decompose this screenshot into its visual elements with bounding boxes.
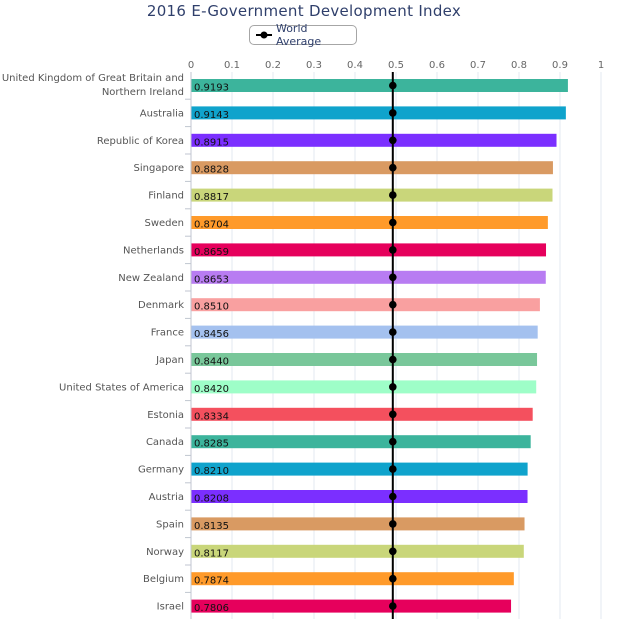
category-label: Netherlands — [123, 245, 184, 256]
data-label: 0.8704 — [194, 220, 229, 231]
category-label: Spain — [156, 519, 184, 530]
x-tick-label: 0.1 — [224, 60, 240, 71]
world-average-marker[interactable] — [389, 465, 397, 473]
bar[interactable] — [191, 216, 548, 229]
bar[interactable] — [191, 517, 525, 531]
bar[interactable] — [191, 325, 538, 339]
world-average-marker[interactable] — [389, 163, 397, 172]
world-average-marker[interactable] — [389, 437, 397, 446]
data-label: 0.8440 — [194, 357, 229, 368]
world-average-marker[interactable] — [389, 81, 397, 90]
world-average-marker[interactable] — [389, 273, 397, 282]
category-label: Germany — [138, 465, 184, 476]
bar[interactable] — [191, 188, 553, 202]
x-tick-label: 0.2 — [265, 60, 281, 71]
world-average-marker[interactable] — [389, 410, 397, 419]
x-tick-label: 0.3 — [306, 60, 322, 71]
category-label: Israel — [157, 602, 184, 613]
world-average-marker[interactable] — [389, 383, 397, 391]
category-label: Republic of Korea — [97, 136, 184, 147]
x-tick-label: 0.6 — [429, 60, 445, 71]
category-label: Denmark — [138, 300, 184, 311]
category-label: Canada — [146, 437, 184, 448]
legend-world-average[interactable]: World Average — [249, 22, 357, 48]
x-tick-label: 0.4 — [347, 60, 363, 71]
category-label: Estonia — [147, 410, 184, 421]
data-label: 0.8420 — [194, 384, 229, 395]
bar[interactable] — [191, 270, 546, 284]
world-average-marker[interactable] — [389, 300, 397, 309]
category-label: Norway — [146, 547, 184, 558]
world-average-marker[interactable] — [389, 520, 397, 528]
x-tick-label: 0.7 — [470, 60, 486, 71]
data-label: 0.8828 — [194, 165, 229, 176]
x-tick-label: 0.5 — [388, 60, 404, 71]
world-average-marker[interactable] — [389, 355, 397, 364]
world-average-marker[interactable] — [389, 109, 397, 117]
category-label: Sweden — [144, 218, 184, 229]
data-label: 0.8653 — [194, 274, 229, 285]
data-label: 0.8285 — [194, 439, 229, 450]
category-label: Austria — [149, 492, 184, 503]
bar[interactable] — [191, 298, 540, 312]
bar[interactable] — [191, 106, 566, 120]
bar[interactable] — [191, 599, 512, 613]
category-label: Belgium — [143, 574, 184, 585]
data-label: 0.7806 — [194, 603, 229, 614]
legend-marker-icon — [256, 31, 272, 39]
data-label: 0.8456 — [194, 329, 229, 340]
data-label: 0.8135 — [194, 521, 229, 532]
data-label: 0.8915 — [194, 137, 229, 148]
category-label: Finland — [148, 191, 184, 202]
bar[interactable] — [191, 407, 533, 421]
x-tick-label: 1 — [598, 60, 604, 71]
data-label: 0.8210 — [194, 466, 229, 477]
x-tick-label: 0.8 — [511, 60, 527, 71]
world-average-marker[interactable] — [389, 191, 397, 199]
world-average-marker[interactable] — [389, 246, 397, 254]
data-label: 0.8334 — [194, 411, 229, 422]
category-label: Northern Ireland — [102, 87, 184, 98]
bar[interactable] — [191, 243, 547, 257]
data-label: 0.8659 — [194, 247, 229, 258]
world-average-marker[interactable] — [389, 218, 397, 227]
data-label: 0.9193 — [194, 83, 229, 94]
bar[interactable] — [191, 79, 568, 92]
world-average-marker[interactable] — [389, 602, 397, 610]
data-label: 0.7874 — [194, 576, 229, 587]
category-label: Singapore — [134, 163, 184, 174]
chart-title: 2016 E-Government Development Index — [146, 2, 462, 20]
world-average-marker[interactable] — [389, 547, 397, 556]
category-label: United Kingdom of Great Britain and — [2, 73, 184, 84]
bar[interactable] — [191, 380, 537, 394]
category-label: New Zealand — [118, 273, 184, 284]
bar[interactable] — [191, 490, 528, 503]
world-average-marker[interactable] — [389, 574, 397, 583]
category-label: United States of America — [59, 382, 184, 393]
category-label: France — [151, 328, 184, 339]
data-label: 0.8208 — [194, 494, 229, 505]
bar[interactable] — [191, 161, 553, 175]
world-average-marker[interactable] — [389, 136, 397, 145]
world-average-marker[interactable] — [389, 492, 397, 501]
bar[interactable] — [191, 572, 514, 586]
bar[interactable] — [191, 133, 557, 147]
data-label: 0.8117 — [194, 548, 229, 559]
data-label: 0.8510 — [194, 302, 229, 313]
bar[interactable] — [191, 544, 524, 558]
world-average-marker[interactable] — [389, 328, 397, 336]
category-label: Australia — [140, 108, 184, 119]
legend-label: World Average — [275, 22, 322, 48]
bar[interactable] — [191, 353, 538, 366]
category-label: Japan — [155, 355, 184, 366]
data-label: 0.8817 — [194, 192, 229, 203]
x-tick-label: 0.9 — [552, 60, 568, 71]
bar[interactable] — [191, 462, 528, 476]
data-label: 0.9143 — [194, 110, 229, 121]
bar[interactable] — [191, 435, 531, 449]
x-tick-label: 0 — [188, 60, 194, 71]
